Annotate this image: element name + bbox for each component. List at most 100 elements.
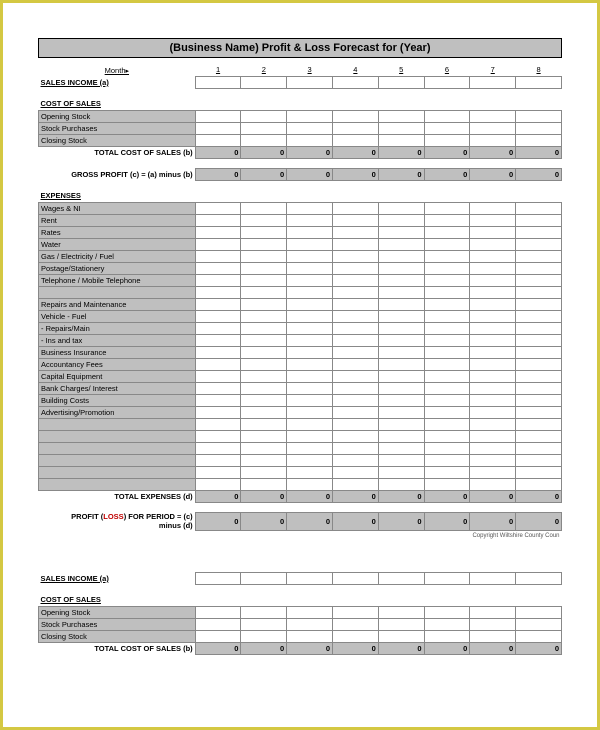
row-label: Telephone / Mobile Telephone [39,274,196,286]
table-row [39,478,562,490]
total-cell: 0 [378,512,424,530]
month-col-4: 4 [333,64,379,76]
table-row: Opening Stock [39,110,562,122]
table-row [39,442,562,454]
table-row: Capital Equipment [39,370,562,382]
month-col-1: 1 [195,64,241,76]
total-cell: 0 [241,490,287,502]
total-cell: 0 [241,512,287,530]
sales-income-row: SALES INCOME (a) [39,76,562,88]
expenses-header-row: EXPENSES [39,190,562,202]
total-cell: 0 [470,490,516,502]
total-cell: 0 [378,642,424,654]
total-cell: 0 [424,642,470,654]
total-cell: 0 [195,490,241,502]
table-row: Wages & NI [39,202,562,214]
row-label: Repairs and Maintenance [39,298,196,310]
row-label [39,418,196,430]
table-row [39,286,562,298]
total-cell: 0 [195,168,241,180]
row-label: Rent [39,214,196,226]
total-cell: 0 [195,512,241,530]
total-cell: 0 [287,490,333,502]
table-row: Gas / Electricity / Fuel [39,250,562,262]
row-label [39,430,196,442]
table-row: Advertising/Promotion [39,406,562,418]
table-row: Rent [39,214,562,226]
total-cell: 0 [287,642,333,654]
total-cell: 0 [333,512,379,530]
total-cost-label: TOTAL COST OF SALES (b) [39,146,196,158]
total-cell: 0 [424,168,470,180]
table-row: Closing Stock [39,134,562,146]
total-cell: 0 [516,168,562,180]
total-cell: 0 [470,146,516,158]
table-row: - Repairs/Main [39,322,562,334]
table-row [39,466,562,478]
total-cell: 0 [287,146,333,158]
month-col-7: 7 [470,64,516,76]
copyright-note: Copyright Wiltshire County Coun [39,530,562,542]
total-cell: 0 [195,146,241,158]
total-cell: 0 [241,168,287,180]
total-cell: 0 [516,642,562,654]
row-label: Building Costs [39,394,196,406]
total-cell: 0 [241,642,287,654]
total-cell: 0 [378,490,424,502]
total-cell: 0 [424,490,470,502]
total-cell: 0 [287,168,333,180]
row-label: Advertising/Promotion [39,406,196,418]
table-row: Stock Purchases [39,618,562,630]
table-row: Stock Purchases [39,122,562,134]
table-row: Building Costs [39,394,562,406]
table-row: - Ins and tax [39,334,562,346]
profit-loss-row: PROFIT (LOSS) FOR PERIOD = (c) minus (d)… [39,512,562,530]
row-label: Closing Stock [39,134,196,146]
sales-income-header: SALES INCOME (a) [39,76,196,88]
expenses-header: EXPENSES [39,190,196,202]
row-label [39,466,196,478]
table-row: Business Insurance [39,346,562,358]
table-row: Water [39,238,562,250]
total-expenses-label: TOTAL EXPENSES (d) [39,490,196,502]
table-row [39,430,562,442]
total-cell: 0 [241,146,287,158]
month-col-8: 8 [516,64,562,76]
row-label: Wages & NI [39,202,196,214]
month-label: Month▸ [39,64,196,76]
total-cell: 0 [333,642,379,654]
table-row: Repairs and Maintenance [39,298,562,310]
sales-income-row-2: SALES INCOME (a) [39,572,562,584]
total-cost-of-sales-row: TOTAL COST OF SALES (b) 0 0 0 0 0 0 0 0 [39,146,562,158]
row-label: Postage/Stationery [39,262,196,274]
cost-of-sales-header: COST OF SALES [39,98,196,110]
row-label [39,478,196,490]
total-cell: 0 [516,512,562,530]
total-cell: 0 [195,642,241,654]
forecast-table: Month▸ 1 2 3 4 5 6 7 8 SALES INCOME (a) … [38,64,562,655]
total-cell: 0 [333,168,379,180]
sales-income-header-2: SALES INCOME (a) [39,572,196,584]
total-cell: 0 [516,490,562,502]
cost-of-sales-header-row: COST OF SALES [39,98,562,110]
total-expenses-row: TOTAL EXPENSES (d) 0 0 0 0 0 0 0 0 [39,490,562,502]
row-label [39,286,196,298]
row-label: - Ins and tax [39,334,196,346]
cost-of-sales-header-row-2: COST OF SALES [39,594,562,606]
table-row: Accountancy Fees [39,358,562,370]
total-cell: 0 [333,490,379,502]
total-cell: 0 [378,146,424,158]
gross-profit-label: GROSS PROFIT (c) = (a) minus (b) [39,168,196,180]
profit-loss-label: PROFIT (LOSS) FOR PERIOD = (c) minus (d) [39,512,196,530]
table-row: Closing Stock [39,630,562,642]
table-row: Opening Stock [39,606,562,618]
table-row [39,454,562,466]
row-label: Vehicle - Fuel [39,310,196,322]
total-cell: 0 [470,642,516,654]
row-label: Closing Stock [39,630,196,642]
total-cell: 0 [378,168,424,180]
row-label [39,454,196,466]
row-label: Water [39,238,196,250]
table-row: Vehicle - Fuel [39,310,562,322]
table-row [39,418,562,430]
